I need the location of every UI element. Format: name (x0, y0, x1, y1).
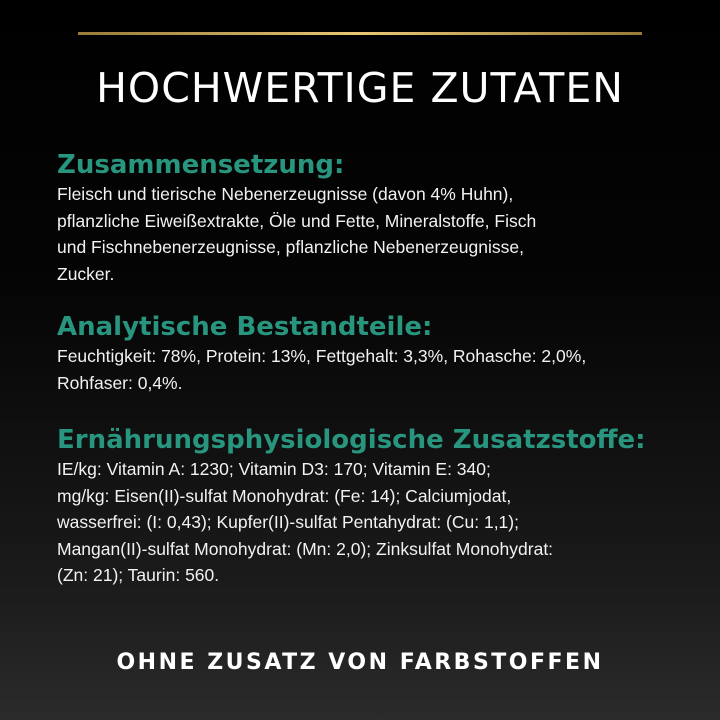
section-composition: Zusammensetzung: Fleisch und tierische N… (57, 150, 536, 287)
text-line: und Fischnebenerzeugnisse, pflanzliche N… (57, 237, 524, 257)
text-line: (Zn: 21); Taurin: 560. (57, 565, 220, 585)
gold-divider (78, 32, 642, 35)
section-heading: Zusammensetzung: (57, 150, 345, 180)
text-line: mg/kg: Eisen(II)-sulfat Monohydrat: (Fe:… (57, 485, 512, 506)
text-line: IE/kg: Vitamin A: 1230; Vitamin D3: 170;… (57, 459, 491, 479)
section-additives: Ernährungsphysiologische Zusatzstoffe: I… (57, 425, 646, 589)
footer-tagline: OHNE ZUSATZ VON FARBSTOFFEN (116, 650, 604, 675)
text-line: Feuchtigkeit: 78%, Protein: 13%, Fettgeh… (57, 346, 587, 366)
text-line: Zucker. (57, 263, 115, 284)
section-analytical: Analytische Bestandteile: Feuchtigkeit: … (57, 312, 586, 396)
text-line: Mangan(II)-sulfat Monohydrat: (Mn: 2,0);… (57, 538, 554, 559)
text-line: pflanzliche Eiweißextrakte, Öle und Fett… (57, 210, 537, 231)
text-line: Rohfaser: 0,4%. (57, 372, 183, 393)
text-line: wasserfrei: (I: 0,43); Kupfer(II)-sulfat… (57, 512, 519, 532)
section-heading: Analytische Bestandteile: (57, 312, 433, 342)
text-line: Fleisch und tierische Nebenerzeugnisse (… (57, 184, 514, 204)
section-heading: Ernährungsphysiologische Zusatzstoffe: (57, 425, 646, 455)
page-title: HOCHWERTIGE ZUTATEN (96, 64, 624, 112)
